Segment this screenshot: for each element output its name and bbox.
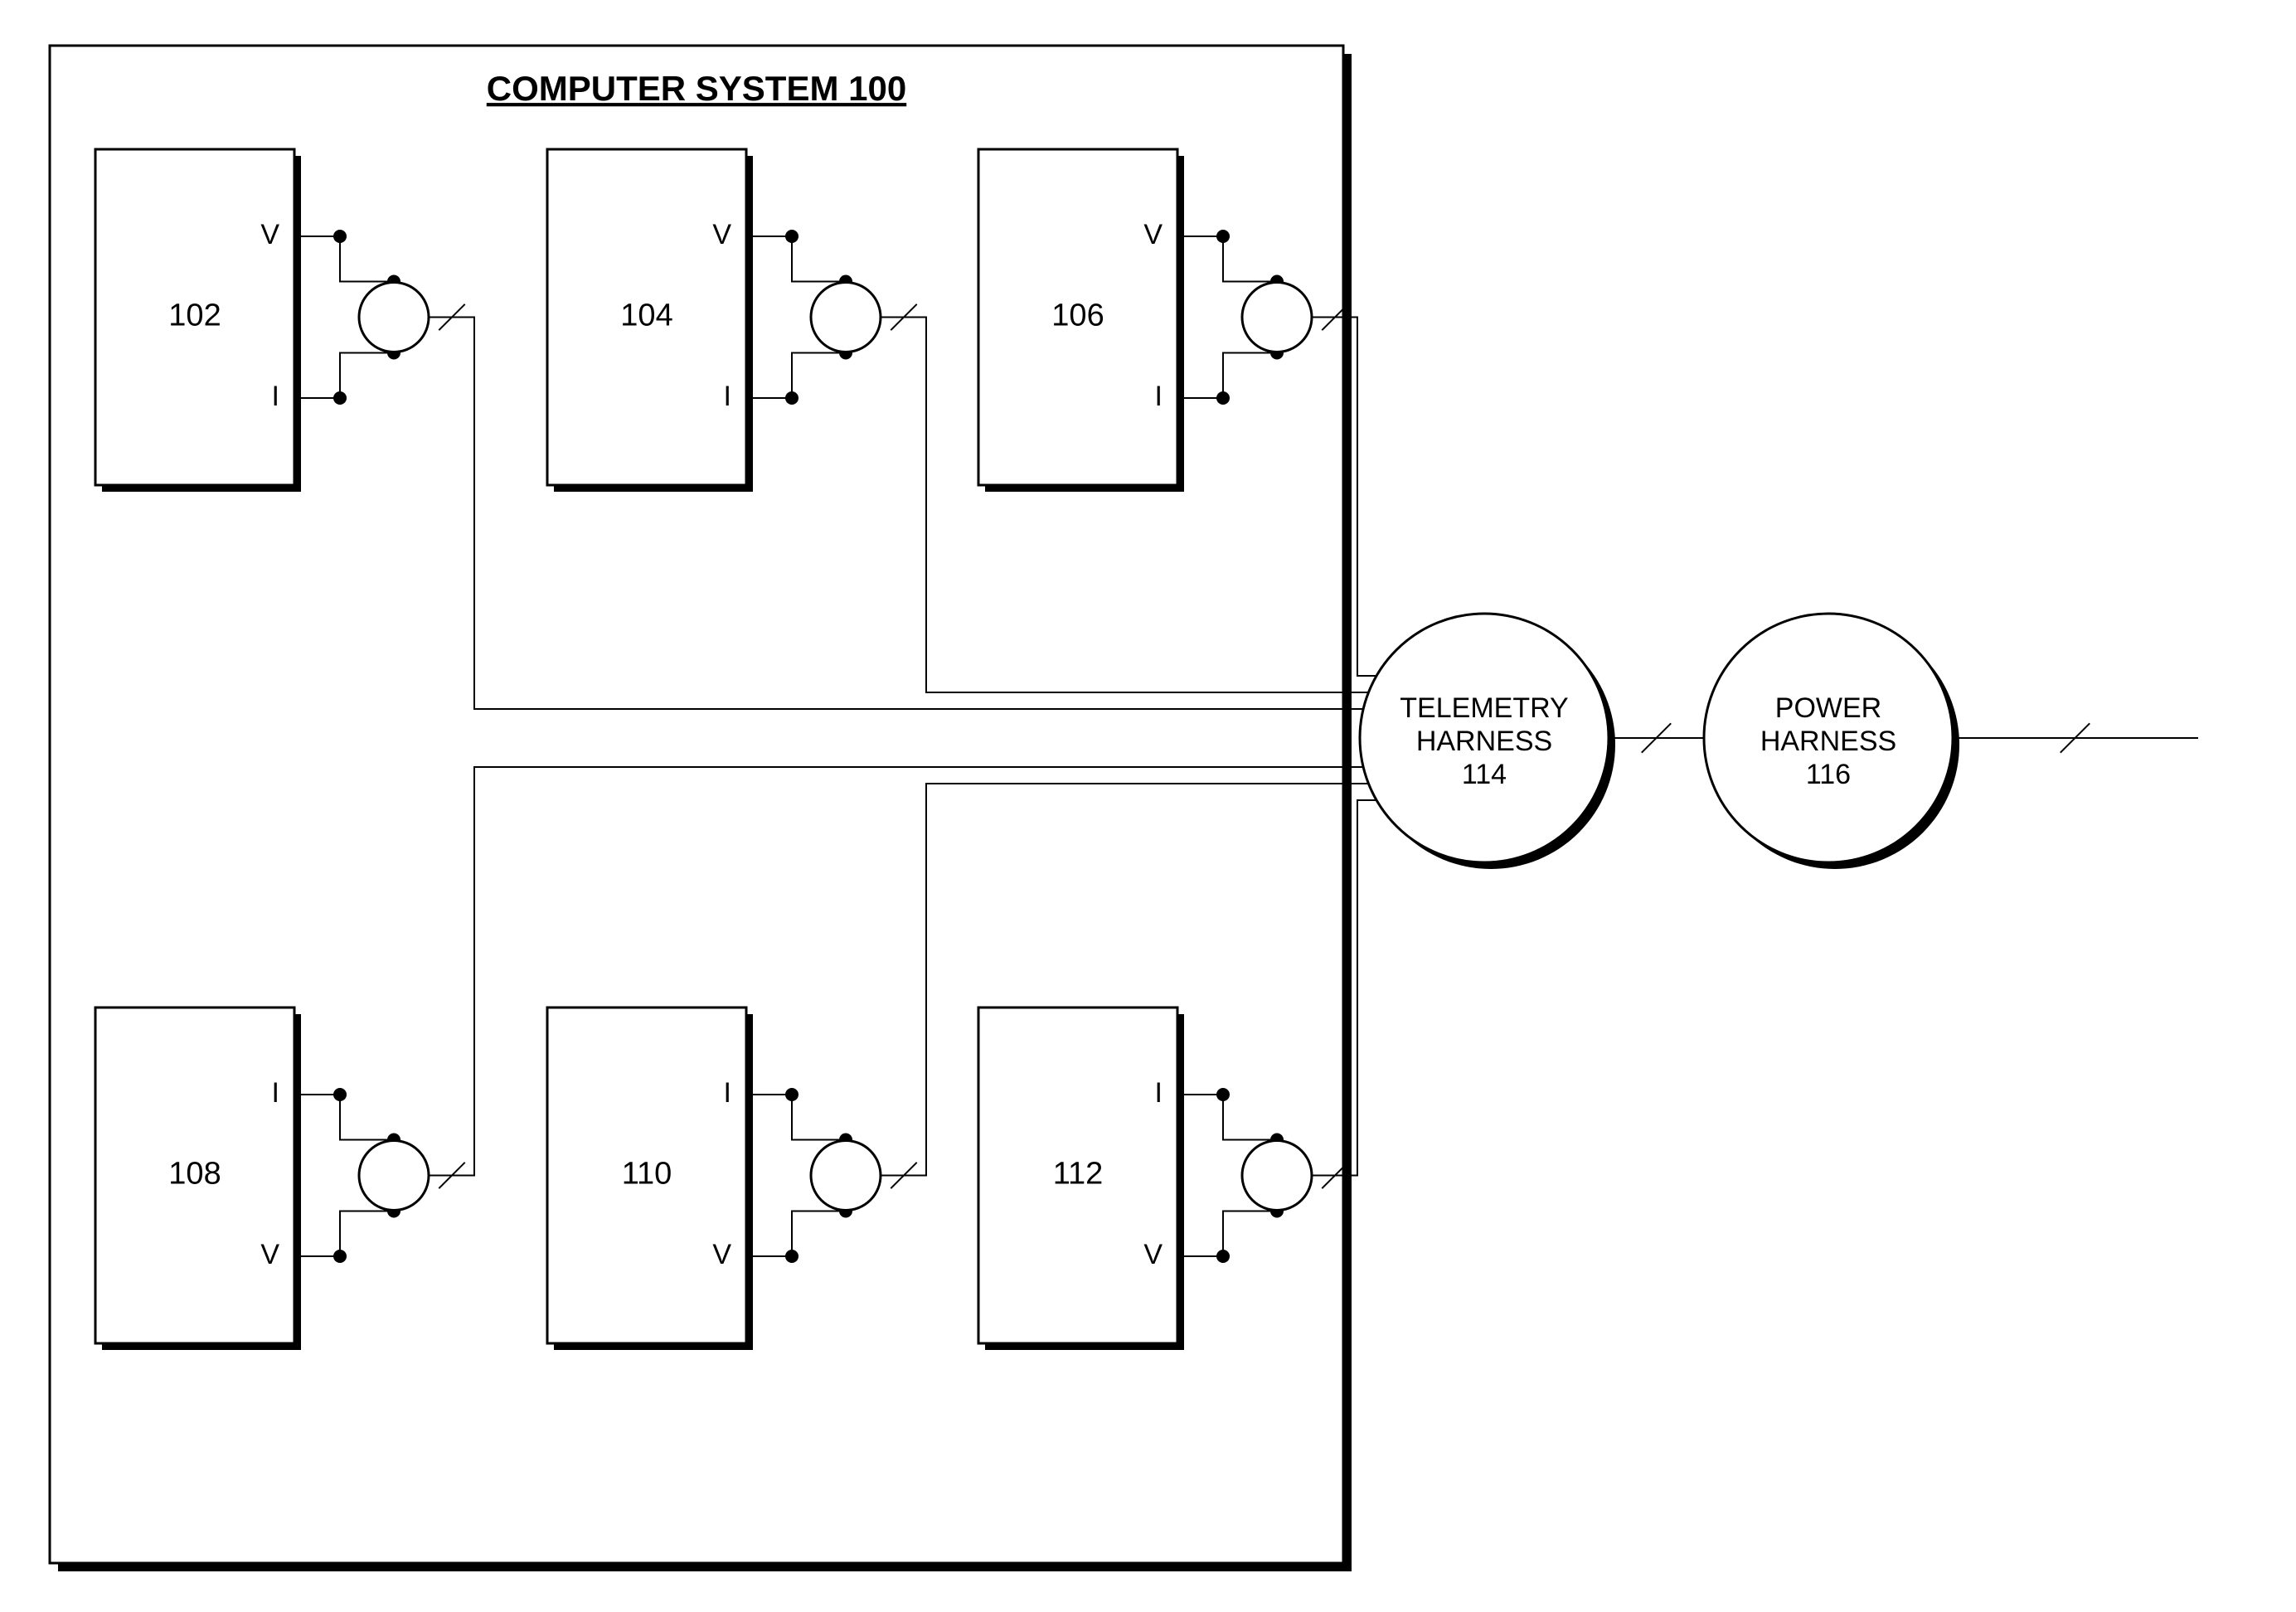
power-harness: POWERHARNESS116 [1704,614,1959,869]
svg-text:I: I [1155,1077,1163,1109]
svg-text:112: 112 [1053,1157,1104,1192]
svg-text:V: V [712,1239,731,1270]
svg-text:V: V [712,219,731,250]
svg-text:V: V [1143,219,1163,250]
svg-text:108: 108 [168,1157,221,1192]
svg-text:104: 104 [620,299,672,333]
svg-text:HARNESS: HARNESS [1760,726,1896,757]
telemetry-harness: TELEMETRYHARNESS114 [1360,614,1615,869]
svg-text:I: I [1155,381,1163,412]
svg-text:HARNESS: HARNESS [1416,726,1552,757]
svg-text:102: 102 [168,299,221,333]
svg-text:I: I [724,381,731,412]
svg-text:V: V [1143,1239,1163,1270]
svg-text:106: 106 [1051,299,1104,333]
svg-text:TELEMETRY: TELEMETRY [1400,692,1568,724]
container-title: COMPUTER SYSTEM 100 [487,69,906,108]
svg-text:V: V [260,219,279,250]
svg-text:V: V [260,1239,279,1270]
svg-text:POWER: POWER [1775,692,1881,724]
svg-text:116: 116 [1806,759,1851,790]
svg-text:114: 114 [1462,759,1507,790]
svg-text:COMPUTER SYSTEM 100: COMPUTER SYSTEM 100 [487,69,906,108]
svg-text:I: I [272,381,279,412]
svg-text:110: 110 [622,1157,672,1192]
svg-text:I: I [272,1077,279,1109]
svg-text:I: I [724,1077,731,1109]
